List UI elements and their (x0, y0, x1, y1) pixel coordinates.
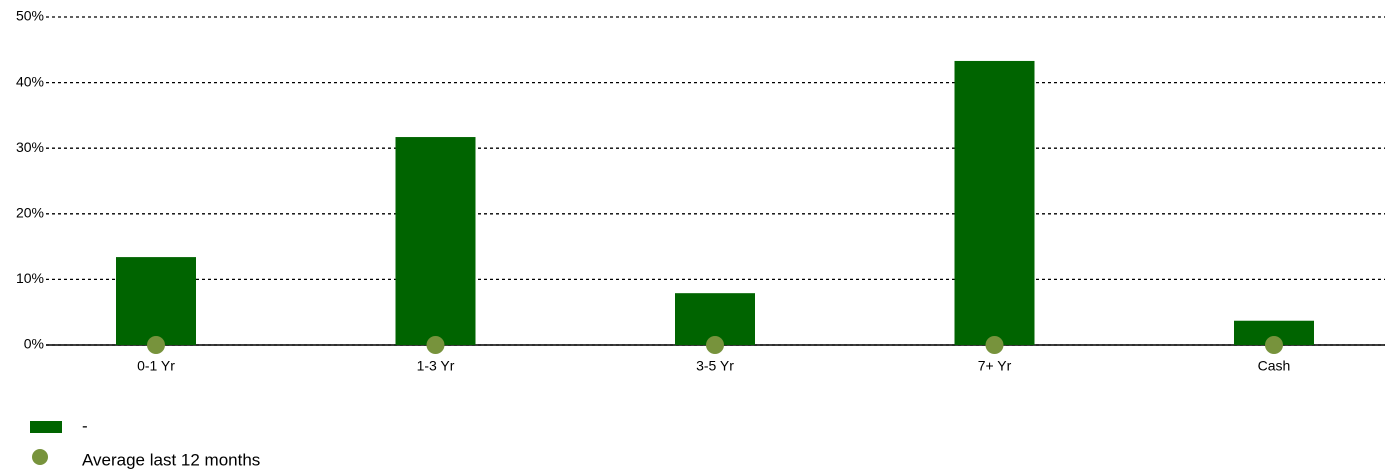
dot (1265, 336, 1283, 354)
dot (985, 336, 1004, 354)
bar (116, 257, 196, 345)
x-tick-label: 7+ Yr (978, 358, 1012, 374)
y-tick-label: 20% (16, 205, 44, 221)
y-tick-label: 0% (24, 336, 44, 352)
x-tick-label: 0-1 Yr (137, 358, 175, 374)
y-tick-label: 30% (16, 139, 44, 155)
legend-label: Average last 12 months (82, 450, 260, 469)
dot (706, 336, 724, 354)
legend-swatch (30, 421, 62, 433)
dot (426, 336, 445, 354)
x-tick-label: Cash (1258, 358, 1291, 374)
legend-label: - (82, 416, 88, 435)
bar (954, 60, 1035, 346)
dot (147, 336, 165, 354)
x-tick-label: 1-3 Yr (417, 358, 455, 374)
y-tick-label: 10% (16, 270, 44, 286)
bar (395, 137, 476, 345)
x-tick-label: 3-5 Yr (696, 358, 734, 374)
legend-swatch (32, 449, 48, 465)
y-tick-label: 50% (16, 8, 44, 24)
y-tick-label: 40% (16, 73, 44, 89)
